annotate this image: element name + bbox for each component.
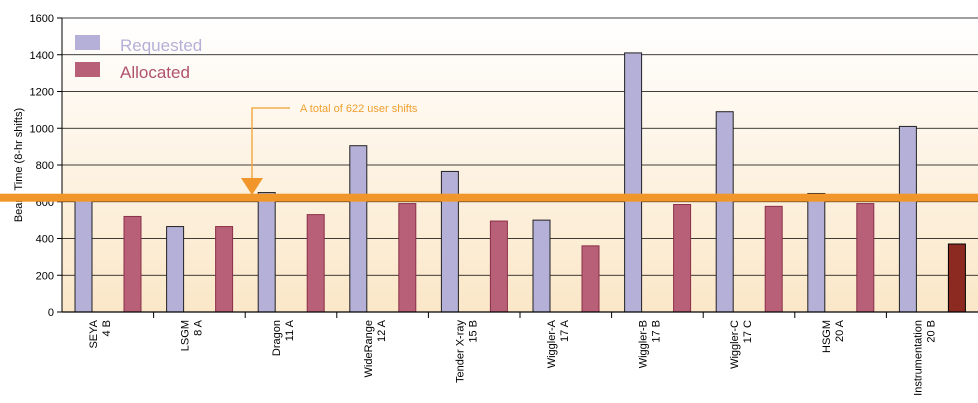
bar-allocated	[398, 203, 417, 313]
legend-swatch-allocated	[75, 62, 100, 77]
y-tick-label: 1200	[30, 87, 54, 99]
bar-requested	[440, 170, 459, 313]
bar-requested	[74, 199, 93, 313]
bar-allocated	[123, 215, 142, 313]
bar-requested	[624, 52, 643, 313]
bar-requested	[166, 226, 185, 313]
bar-allocated	[673, 204, 692, 313]
x-category-label: Tender X-ray15 B	[454, 320, 479, 383]
annotation-arrow-icon	[241, 178, 263, 195]
x-axis: SEYA4 B LSGM8 A Dragon11 A WideRange12 A Ten…	[62, 311, 978, 396]
annotation-text: A total of 622 user shifts	[300, 103, 418, 115]
y-tick-label: 200	[36, 270, 54, 282]
bar-allocated	[581, 245, 600, 313]
y-tick-label: 400	[36, 234, 54, 246]
x-category-label: Wiggler-C17 C	[729, 320, 754, 369]
x-category-label: SEYA4 B	[88, 319, 113, 348]
legend-swatch-requested	[75, 35, 100, 50]
legend-label-allocated: Allocated	[120, 63, 190, 82]
x-category-label: Instrumentation20 B	[912, 320, 937, 396]
bar-requested	[349, 145, 368, 313]
x-category-label: Wiggler-B17 B	[638, 320, 663, 368]
annotation-leader-line	[251, 107, 290, 180]
annotation: A total of 622 user shifts	[241, 103, 418, 195]
x-category-label: WideRange12 A	[363, 319, 388, 377]
y-tick-label: 1400	[30, 50, 54, 62]
bar-requested	[807, 192, 826, 313]
x-category-label: LSGM8 A	[180, 319, 205, 351]
x-category-label: Dragon11 A	[271, 319, 296, 356]
x-category-label: HSGM20 A	[821, 319, 846, 353]
reference-line-622	[0, 193, 978, 202]
bar-allocated	[215, 226, 234, 313]
bar-requested	[257, 192, 276, 313]
y-tick-label: 1600	[30, 13, 54, 25]
y-tick-label: 1000	[30, 123, 54, 135]
y-tick-label: 800	[36, 160, 54, 172]
bar-allocated	[764, 205, 783, 313]
y-tick-label: 0	[48, 307, 54, 319]
bar-requested	[898, 125, 917, 313]
bar-allocated	[947, 243, 966, 313]
legend-label-requested: Requested	[120, 36, 202, 55]
bar-allocated	[856, 203, 875, 313]
bar-allocated	[306, 214, 325, 313]
legend: Requested Allocated	[75, 35, 202, 82]
bar-requested	[715, 111, 734, 313]
bar-allocated	[489, 220, 508, 313]
bar-requested	[532, 219, 551, 313]
y-axis-label: Beam Time (8-hr shifts)	[13, 108, 25, 222]
x-category-label: Wiggler-A17 A	[546, 319, 571, 368]
